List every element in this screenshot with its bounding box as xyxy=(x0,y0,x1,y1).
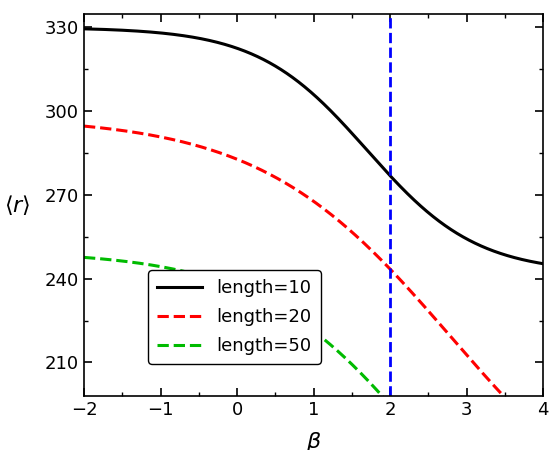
length=10 xyxy=(104,27,111,32)
length=20 xyxy=(104,126,111,131)
length=10 xyxy=(81,26,87,32)
length=10 xyxy=(304,86,311,92)
length=10 xyxy=(442,223,449,229)
X-axis label: $\beta$: $\beta$ xyxy=(306,430,321,450)
Line: length=20: length=20 xyxy=(84,126,543,436)
length=10 xyxy=(540,261,547,266)
Y-axis label: $\langle r\rangle$: $\langle r\rangle$ xyxy=(4,193,30,217)
length=50 xyxy=(81,255,87,260)
length=20 xyxy=(81,123,87,129)
length=20 xyxy=(526,420,533,426)
length=10 xyxy=(526,259,533,264)
length=50 xyxy=(104,256,111,262)
length=50 xyxy=(304,324,311,329)
length=10 xyxy=(526,258,533,264)
length=20 xyxy=(526,420,533,426)
length=20 xyxy=(442,328,449,333)
Line: length=50: length=50 xyxy=(84,257,543,450)
length=50 xyxy=(292,315,298,320)
length=20 xyxy=(304,194,311,200)
Legend: length=10, length=20, length=50: length=10, length=20, length=50 xyxy=(148,270,321,364)
Line: length=10: length=10 xyxy=(84,29,543,264)
length=20 xyxy=(540,433,547,438)
length=20 xyxy=(292,186,298,192)
length=10 xyxy=(292,76,298,82)
